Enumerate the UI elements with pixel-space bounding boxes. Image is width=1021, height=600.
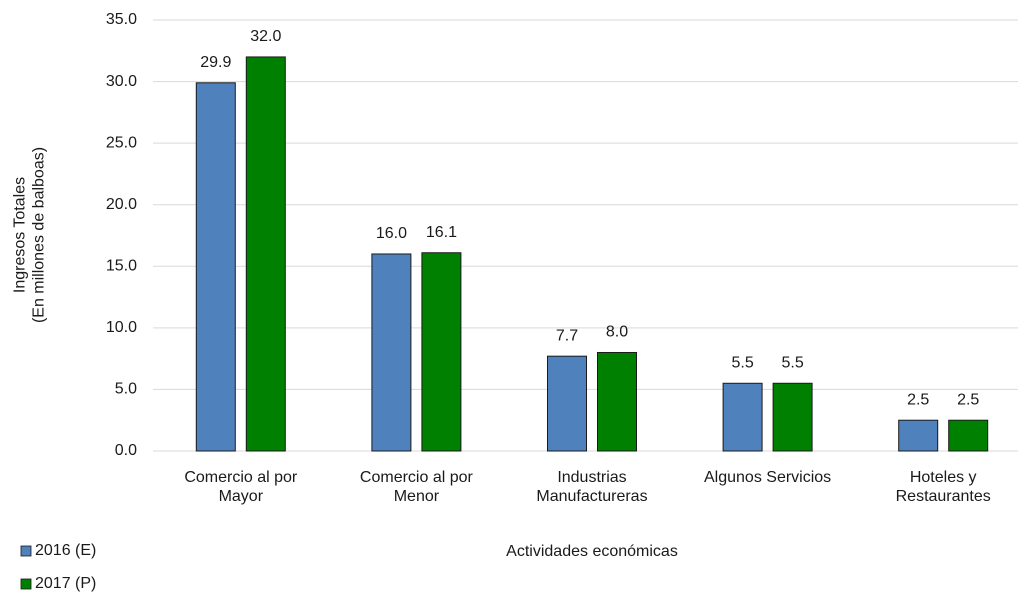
bar bbox=[722, 382, 763, 452]
x-tick-label: Hoteles y Restaurantes bbox=[896, 469, 991, 505]
y-tick-label: 0.0 bbox=[115, 442, 137, 459]
data-label: 16.0 bbox=[376, 225, 407, 242]
y-axis-title: Ingresos Totales (En millones de balboas) bbox=[12, 147, 48, 323]
bar bbox=[421, 252, 462, 452]
y-tick-label: 35.0 bbox=[106, 11, 137, 28]
legend-label: 2017 (P) bbox=[35, 575, 96, 592]
legend-label: 2016 (E) bbox=[35, 542, 96, 559]
x-tick-label: Comercio al por Menor bbox=[360, 469, 474, 505]
data-label: 2.5 bbox=[957, 391, 979, 408]
y-tick-label: 30.0 bbox=[106, 73, 137, 90]
bar bbox=[195, 82, 236, 452]
legend-swatch bbox=[20, 545, 32, 557]
bar bbox=[948, 419, 989, 452]
x-tick-label: Algunos Servicios bbox=[704, 469, 831, 486]
data-label: 5.5 bbox=[781, 354, 803, 371]
bar bbox=[371, 253, 412, 452]
data-label: 7.7 bbox=[556, 327, 578, 344]
bar bbox=[597, 351, 637, 452]
data-label: 16.1 bbox=[426, 224, 457, 241]
data-label: 29.9 bbox=[200, 54, 231, 71]
y-tick-label: 10.0 bbox=[106, 319, 137, 336]
x-tick-label: Comercio al por Mayor bbox=[184, 469, 298, 505]
y-tick-label: 15.0 bbox=[106, 258, 137, 275]
y-tick-label: 25.0 bbox=[106, 134, 137, 151]
y-tick-label: 5.0 bbox=[115, 381, 137, 398]
bar bbox=[547, 355, 587, 452]
data-label: 8.0 bbox=[606, 324, 628, 341]
x-tick-label: Industrias Manufactureras bbox=[536, 469, 647, 505]
bar bbox=[898, 419, 939, 452]
y-tick-label: 20.0 bbox=[106, 196, 137, 213]
bar bbox=[772, 382, 813, 452]
bar bbox=[245, 56, 286, 452]
legend-swatch bbox=[20, 578, 32, 590]
data-label: 5.5 bbox=[731, 354, 753, 371]
x-axis-title: Actividades económicas bbox=[506, 543, 678, 560]
data-label: 32.0 bbox=[250, 28, 281, 45]
data-label: 2.5 bbox=[907, 391, 929, 408]
